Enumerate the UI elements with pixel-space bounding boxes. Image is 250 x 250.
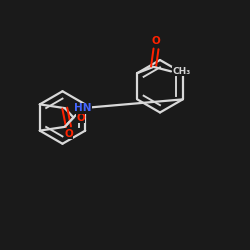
Text: O: O bbox=[64, 129, 73, 139]
Text: O: O bbox=[76, 112, 85, 122]
Text: HN: HN bbox=[74, 103, 91, 113]
Text: O: O bbox=[152, 36, 160, 46]
Text: CH₃: CH₃ bbox=[172, 67, 191, 76]
